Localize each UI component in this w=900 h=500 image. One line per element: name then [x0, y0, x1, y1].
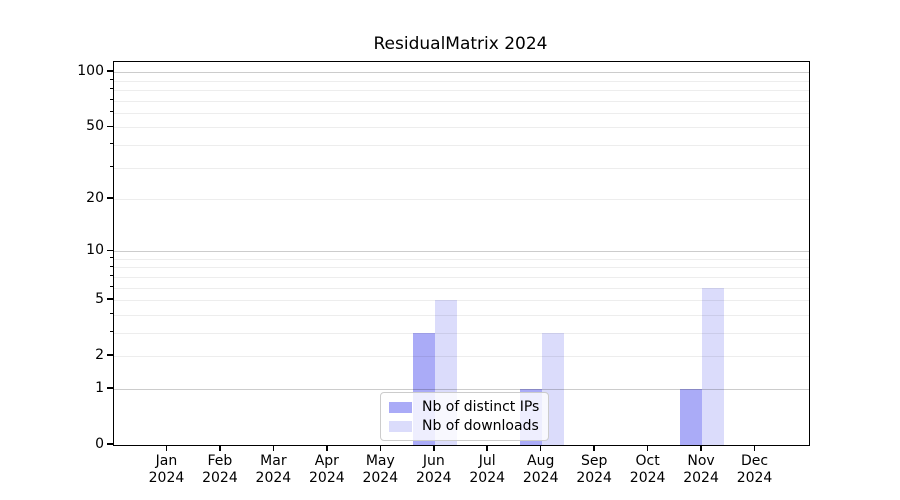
y-gridline-minor: [114, 300, 809, 302]
y-gridline-minor: [114, 267, 809, 269]
x-tick: [753, 445, 756, 451]
x-tick-label: May 2024: [362, 453, 399, 486]
y-gridline-major: [114, 72, 809, 74]
y-gridline-major: [114, 251, 809, 253]
legend-row-downloads: Nb of downloads: [389, 418, 539, 434]
y-tick: [107, 70, 113, 72]
y-tick-label: 2: [95, 347, 104, 364]
y-minor-tick: [110, 257, 113, 259]
x-tick: [272, 445, 275, 451]
y-gridline-major: [114, 388, 809, 390]
x-tick: [593, 445, 595, 451]
y-tick: [107, 249, 113, 252]
y-minor-tick: [110, 331, 113, 333]
x-tick-label: Jan 2024: [148, 453, 185, 486]
y-tick: [107, 443, 113, 445]
legend: Nb of distinct IPs Nb of downloads: [380, 392, 550, 441]
x-tick-label: Jul 2024: [469, 453, 506, 486]
y-gridline-minor: [114, 89, 809, 91]
y-minor-tick: [110, 313, 113, 315]
x-tick: [700, 445, 702, 451]
y-tick-label: 20: [86, 190, 104, 207]
y-tick-label: 0: [95, 436, 104, 452]
x-tick: [165, 445, 168, 451]
x-tick-label: Oct 2024: [629, 453, 666, 486]
y-gridline-minor: [114, 276, 809, 278]
y-minor-tick: [110, 99, 113, 101]
x-tick: [486, 445, 488, 451]
y-minor-tick: [110, 111, 113, 113]
x-tick-label: Sep 2024: [576, 453, 612, 486]
y-tick-label: 100: [77, 63, 104, 80]
y-gridline-minor: [114, 332, 809, 334]
y-gridline-minor: [114, 127, 809, 129]
y-tick: [107, 298, 113, 300]
y-minor-tick: [110, 265, 113, 267]
x-tick-label: Jun 2024: [415, 453, 452, 486]
y-minor-tick: [110, 88, 113, 90]
y-gridline-minor: [114, 167, 809, 169]
x-tick-label: Aug 2024: [522, 453, 559, 486]
x-tick: [326, 445, 328, 451]
x-tick: [219, 445, 221, 451]
x-tick-label: Nov 2024: [683, 453, 719, 486]
y-minor-tick: [110, 286, 113, 288]
x-tick-label: Feb 2024: [202, 453, 238, 486]
plot-area: [113, 61, 810, 446]
y-minor-tick: [110, 275, 113, 277]
y-gridline-minor: [114, 100, 809, 102]
y-gridline-minor: [114, 144, 809, 146]
downloads-swatch-icon: [389, 420, 412, 432]
y-minor-tick: [110, 143, 113, 145]
x-tick: [539, 445, 542, 451]
y-tick-label: 1: [95, 379, 104, 396]
y-gridline-minor: [114, 314, 809, 316]
y-gridline-minor: [114, 80, 809, 82]
y-gridline-minor: [114, 356, 809, 358]
y-gridline-minor: [114, 199, 809, 201]
y-tick: [107, 197, 113, 199]
x-tick-label: Dec 2024: [736, 453, 773, 486]
y-gridline-minor: [114, 112, 809, 114]
bar-nov-ips: [680, 388, 703, 445]
bar-nov-downloads: [702, 287, 725, 445]
legend-row-distinct-ips: Nb of distinct IPs: [389, 399, 539, 415]
y-minor-tick: [110, 166, 113, 168]
x-tick: [433, 445, 435, 451]
legend-label-downloads: Nb of downloads: [422, 418, 539, 434]
y-gridline-minor: [114, 258, 809, 260]
distinct-ips-swatch-icon: [389, 401, 412, 413]
x-tick: [646, 445, 649, 451]
y-tick: [107, 387, 113, 389]
x-tick: [379, 445, 382, 451]
chart-title: ResidualMatrix 2024: [373, 34, 548, 54]
y-minor-tick: [110, 79, 113, 81]
x-tick-label: Apr 2024: [309, 453, 345, 486]
y-tick: [107, 354, 113, 356]
legend-label-distinct-ips: Nb of distinct IPs: [422, 399, 540, 415]
y-tick-label: 5: [95, 291, 104, 308]
y-tick-label: 50: [86, 118, 104, 135]
y-tick-label: 10: [86, 242, 104, 259]
y-gridline-minor: [114, 287, 809, 289]
x-tick-label: Mar 2024: [255, 453, 292, 486]
y-tick: [107, 125, 113, 128]
